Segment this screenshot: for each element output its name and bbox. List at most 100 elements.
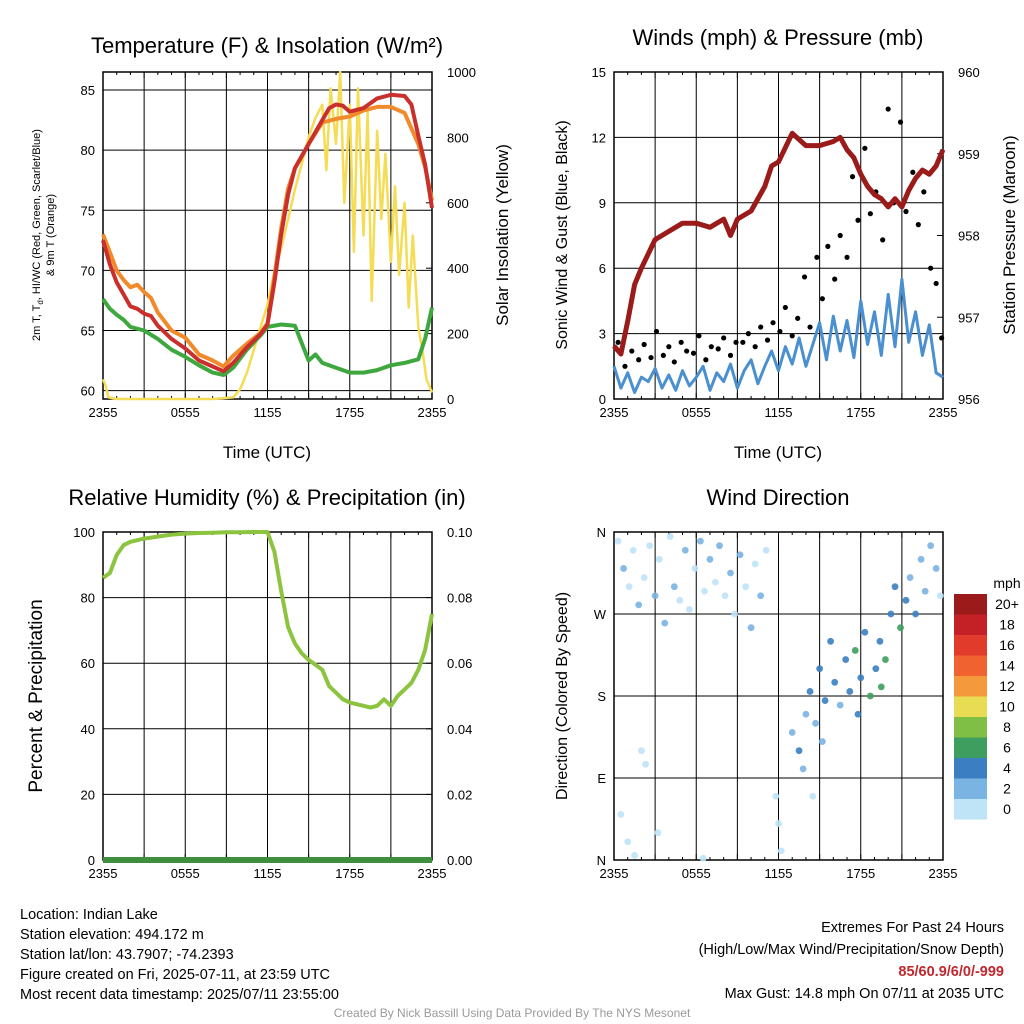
gust-point bbox=[801, 274, 808, 280]
colorbar-label: 12 bbox=[999, 678, 1015, 694]
wind-direction-point bbox=[882, 656, 889, 663]
wind-direction-point bbox=[676, 596, 684, 604]
wind-direction-point bbox=[620, 565, 627, 572]
x-tick-label: 1155 bbox=[254, 866, 282, 881]
wind-direction-point bbox=[777, 847, 785, 855]
solar-insolation-line bbox=[101, 70, 434, 401]
gust-point bbox=[708, 344, 714, 350]
wind-direction-point bbox=[857, 674, 865, 682]
humidity-y-axis-label: Percent & Precipitation bbox=[26, 599, 47, 792]
x-tick-label: 2355 bbox=[418, 405, 447, 420]
gust-point bbox=[671, 359, 677, 365]
gust-point bbox=[684, 348, 690, 354]
wind-direction-point bbox=[831, 678, 839, 686]
x-tick-label: 1755 bbox=[335, 866, 364, 881]
wind-direction-point bbox=[617, 811, 625, 818]
wind-direction-point bbox=[691, 565, 699, 572]
temperature-y-axis-label-line2: & 9m T (Orange) bbox=[45, 194, 57, 276]
wind-direction-point bbox=[846, 688, 854, 695]
colorbar-label: 2 bbox=[1003, 781, 1011, 797]
y-tick-label: N bbox=[597, 525, 606, 540]
wind-direction-point bbox=[670, 583, 678, 591]
wind-direction-point bbox=[731, 610, 739, 618]
gust-point bbox=[629, 348, 635, 354]
elevation-text: Station elevation: 494.172 m bbox=[20, 927, 204, 943]
colorbar-segment bbox=[954, 717, 987, 738]
gust-point bbox=[696, 333, 702, 339]
gust-point bbox=[636, 357, 642, 363]
wind-direction-point bbox=[654, 829, 662, 837]
wind-direction-point bbox=[685, 606, 693, 613]
gust-point bbox=[690, 350, 697, 356]
wind-direction-point bbox=[712, 578, 719, 586]
gust-point bbox=[622, 363, 628, 369]
gust-point bbox=[862, 145, 868, 151]
extremes-info: Extremes For Past 24 Hours (High/Low/Max… bbox=[699, 918, 1004, 1004]
pressure-y2-axis-label: Station Pressure (Maroon) bbox=[1000, 135, 1019, 334]
plot-frame bbox=[613, 531, 944, 861]
gust-point bbox=[795, 315, 801, 321]
y-tick-label: E bbox=[597, 771, 606, 786]
latlon-text: Station lat/lon: 43.7907; -74.2393 bbox=[20, 947, 234, 963]
wind-direction-point bbox=[666, 533, 674, 540]
y-tick-label: 75 bbox=[81, 203, 95, 218]
wind-direction-point bbox=[809, 792, 817, 800]
x-tick-label: 2355 bbox=[600, 866, 629, 881]
y-tick-label: 60 bbox=[81, 656, 95, 671]
wind-direction-chart-title: Wind Direction bbox=[706, 485, 849, 510]
gust-point bbox=[880, 237, 886, 243]
wind-direction-point bbox=[932, 565, 940, 572]
gust-point bbox=[727, 352, 734, 358]
wind-direction-point bbox=[917, 555, 925, 563]
colorbar-label: 8 bbox=[1003, 719, 1011, 735]
wind-direction-point bbox=[638, 747, 645, 755]
y-tick-label: 12 bbox=[592, 130, 606, 145]
x-tick-label: 2355 bbox=[600, 405, 629, 420]
colorbar-label: 0 bbox=[1003, 801, 1011, 817]
station-pressure-line bbox=[612, 130, 946, 357]
gust-point bbox=[832, 276, 838, 282]
y-tick-label: 0 bbox=[88, 853, 95, 868]
y2-tick-label: 959 bbox=[958, 147, 980, 162]
wind-direction-chart: Wind Direction Direction (Colored By Spe… bbox=[554, 485, 1021, 881]
station-info: Location: Indian Lake Station elevation:… bbox=[20, 905, 339, 1005]
wind-direction-point bbox=[812, 719, 819, 727]
y-tick-label: W bbox=[594, 607, 607, 622]
gust-point bbox=[733, 339, 739, 345]
temperature-x-axis-label: Time (UTC) bbox=[223, 443, 311, 462]
x-tick-label: 0555 bbox=[171, 866, 200, 881]
y2-tick-label: 958 bbox=[958, 229, 980, 244]
wind-direction-point bbox=[762, 546, 770, 554]
gust-point bbox=[666, 344, 672, 350]
wind-direction-point bbox=[897, 624, 904, 632]
gust-point bbox=[782, 304, 788, 311]
recent-data-text: Most recent data timestamp: 2025/07/11 2… bbox=[20, 987, 339, 1003]
y2-tick-label: 1000 bbox=[447, 65, 476, 80]
y2-tick-label: 600 bbox=[447, 196, 469, 211]
y-tick-label: 100 bbox=[73, 525, 95, 540]
x-tick-label: 2355 bbox=[89, 405, 118, 420]
gust-point bbox=[915, 222, 921, 228]
gust-point bbox=[715, 346, 721, 352]
gust-point bbox=[764, 337, 771, 343]
temperature-chart-title: Temperature (F) & Insolation (W/m²) bbox=[91, 33, 443, 58]
colorbar-segment bbox=[954, 614, 987, 635]
credit-text: Created By Nick Bassill Using Data Provi… bbox=[333, 1006, 691, 1020]
gust-point bbox=[703, 357, 709, 363]
gust-point bbox=[819, 296, 825, 302]
wind-direction-point bbox=[806, 688, 814, 695]
wind-direction-point bbox=[775, 820, 782, 827]
winds-pressure-chart: Winds (mph) & Pressure (mb) Time (UTC) S… bbox=[554, 25, 1019, 462]
wind-direction-point bbox=[661, 619, 669, 627]
gust-point bbox=[615, 339, 621, 345]
wind-direction-point bbox=[614, 537, 622, 545]
wind-direction-point bbox=[876, 637, 884, 645]
gust-point bbox=[855, 217, 861, 223]
colorbar-segment bbox=[954, 635, 987, 656]
gust-point bbox=[721, 335, 727, 341]
gust-point bbox=[745, 331, 751, 337]
wind-direction-point bbox=[799, 765, 807, 773]
wind-direction-point bbox=[927, 542, 935, 550]
gust-point bbox=[807, 324, 813, 330]
